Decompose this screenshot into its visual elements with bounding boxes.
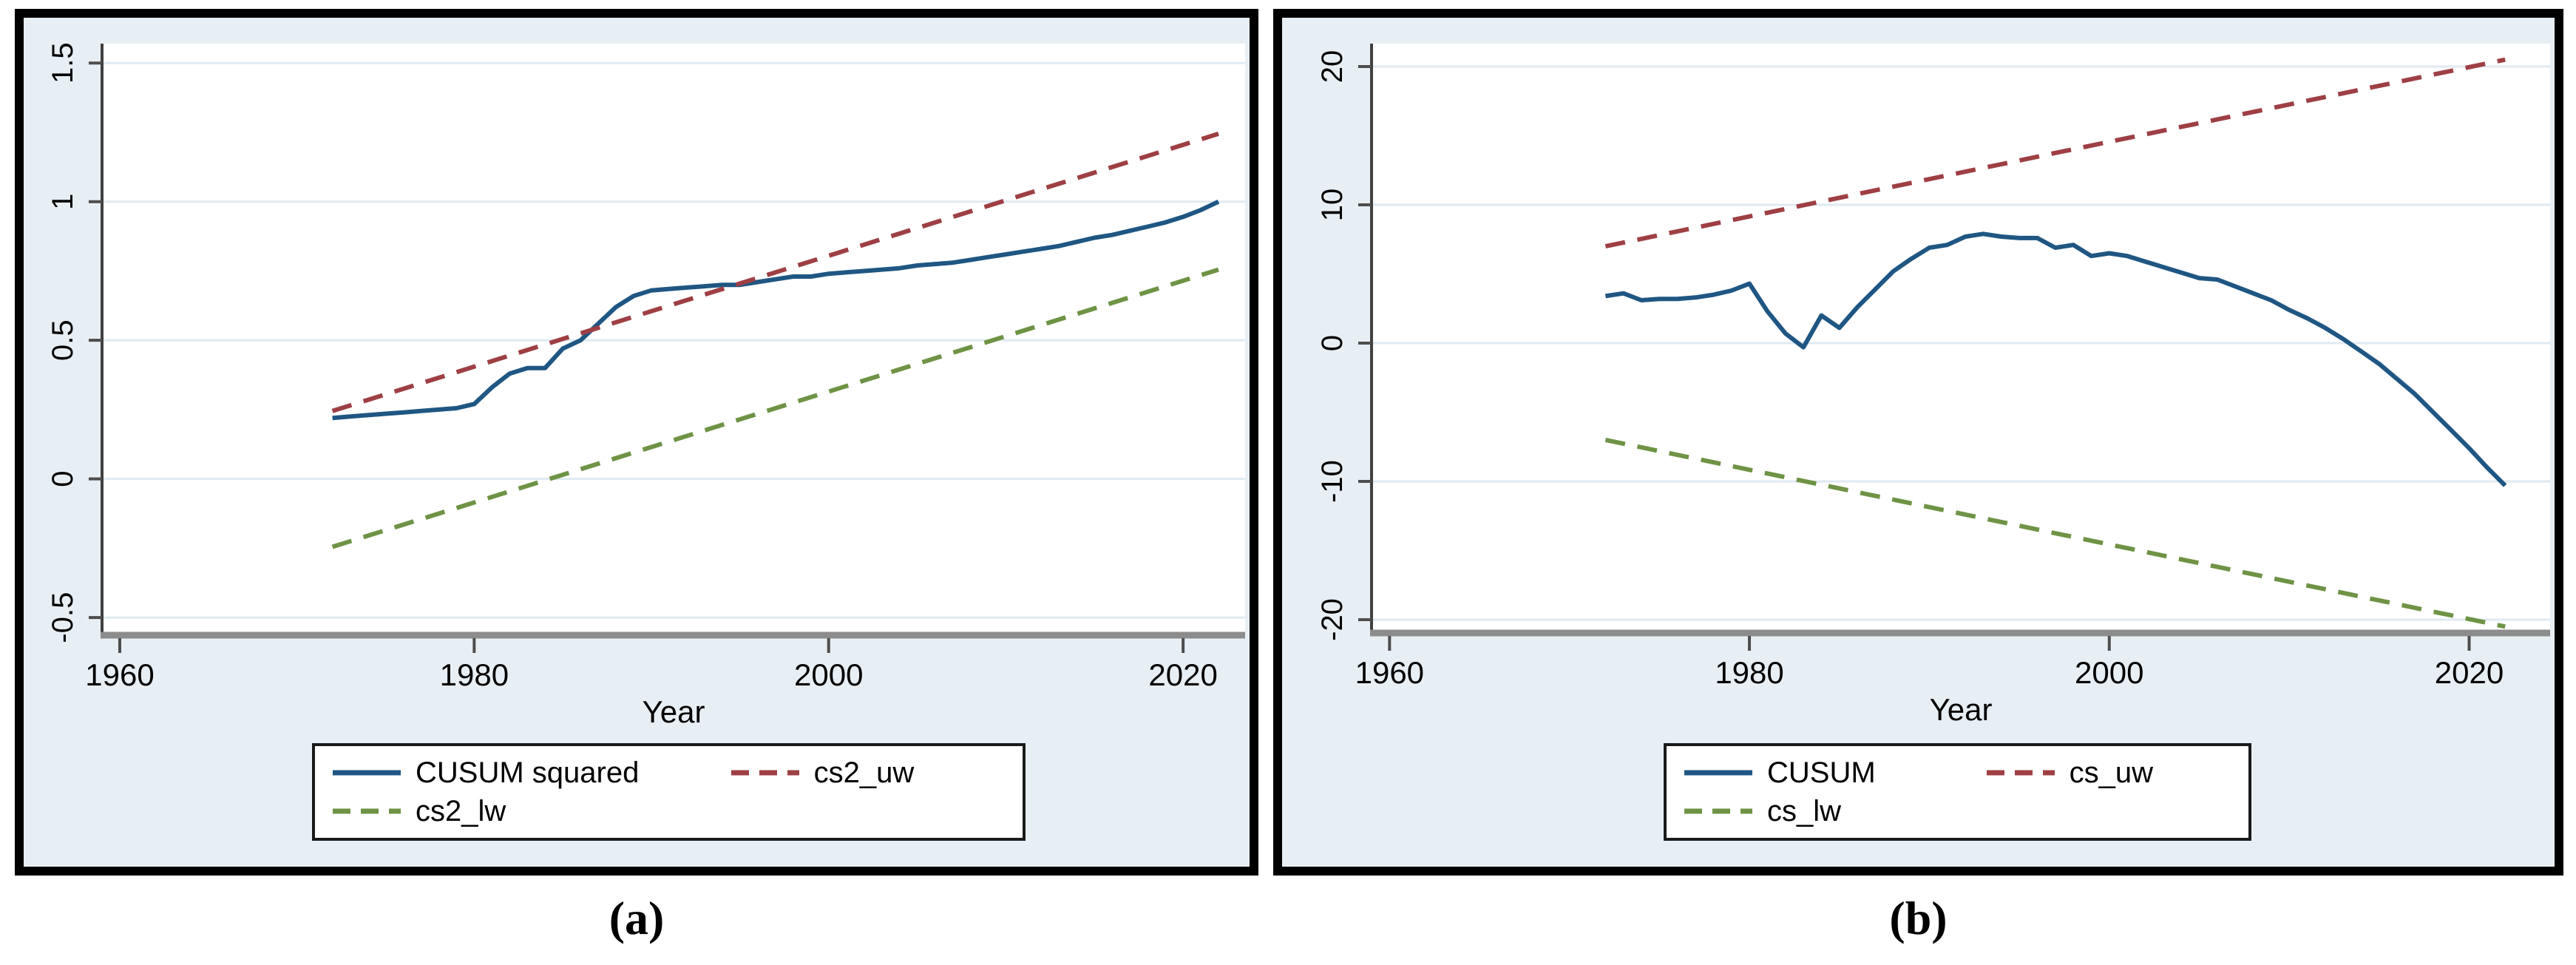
chart-a: -0.5 0 0.5 1 1.5 1960 1980 2000 2020 Year CUSUM sq… <box>24 18 1250 867</box>
series-line-cusum-squared <box>332 199 1220 421</box>
y-tick-label: 0 <box>1316 335 1349 351</box>
legend-key-cusum-squared <box>333 770 401 776</box>
legend-item: CUSUM <box>1683 756 1985 789</box>
panel-a: -0.5 0 0.5 1 1.5 1960 1980 2000 2020 Year CUSUM sq… <box>15 9 1258 876</box>
x-tick-label: 2020 <box>2435 655 2504 690</box>
x-axis-title: Year <box>1930 692 1993 727</box>
y-tick-label: 10 <box>1316 189 1349 221</box>
legend-label-cs-lw: cs_lw <box>1767 795 1842 827</box>
chart-a-canvas: -0.5 0 0.5 1 1.5 1960 1980 2000 2020 Year <box>47 42 1245 729</box>
legend-label-cs2-lw: cs2_lw <box>416 795 506 827</box>
panel-b: -20 -10 0 10 20 1960 1980 2000 2020 Year CUSUM cs_u… <box>1273 9 2563 876</box>
legend-a: CUSUM squared cs2_uw cs2_lw <box>312 743 1026 841</box>
series-line-cs2-lw <box>331 267 1219 549</box>
y-tick-label: -20 <box>1316 598 1349 641</box>
y-tick-label: 0.5 <box>47 319 79 361</box>
chart-b: -20 -10 0 10 20 1960 1980 2000 2020 Year CUSUM cs_u… <box>1282 18 2555 867</box>
legend-key-cs2-lw <box>333 808 401 814</box>
x-tick-label: 1960 <box>85 657 154 692</box>
legend-label-cs2-uw: cs2_uw <box>813 756 915 789</box>
y-tick-label: 1 <box>47 194 79 210</box>
y-tick-label: 20 <box>1316 50 1349 84</box>
legend-item: cs2_lw <box>331 795 730 827</box>
caption-a: (a) <box>609 892 665 944</box>
series-line-cs-uw <box>1604 57 2506 249</box>
legend-b: CUSUM cs_uw cs_lw <box>1664 743 2251 841</box>
legend-key-cusum <box>1684 770 1752 776</box>
caption-b: (b) <box>1889 892 1948 944</box>
plot-area <box>102 44 1245 632</box>
legend-item: CUSUM squared <box>331 756 730 789</box>
y-tick-label: 0 <box>47 471 79 487</box>
x-tick-label: 1980 <box>1715 655 1783 690</box>
y-tick-label: -0.5 <box>47 592 79 643</box>
legend-label-cusum: CUSUM <box>1767 756 1876 789</box>
series-line-cs-lw <box>1604 437 2506 629</box>
plot-area <box>1372 44 2550 630</box>
chart-b-canvas: -20 -10 0 10 20 1960 1980 2000 2020 Year <box>1316 44 2550 727</box>
legend-item: cs_lw <box>1683 795 1985 827</box>
x-tick-label: 2000 <box>2075 655 2143 690</box>
series-line-cs2-uw <box>331 132 1219 413</box>
series-line-cusum <box>1604 231 2507 487</box>
x-tick-label: 2020 <box>1148 657 1217 692</box>
legend-label-cusum-squared: CUSUM squared <box>416 756 640 789</box>
x-axis-title: Year <box>643 694 705 729</box>
legend-key-cs-uw <box>1986 770 2055 776</box>
x-tick-label: 1980 <box>440 657 509 692</box>
y-tick-label: 1.5 <box>47 42 79 84</box>
legend-label-cs-uw: cs_uw <box>2069 756 2154 789</box>
legend-key-cs2-uw <box>731 770 799 776</box>
legend-key-cs-lw <box>1684 808 1752 814</box>
x-tick-label: 1960 <box>1355 655 1424 690</box>
y-tick-label: -10 <box>1316 460 1349 503</box>
legend-item: cs_uw <box>1985 756 2232 789</box>
x-tick-label: 2000 <box>794 657 863 692</box>
legend-item: cs2_uw <box>730 756 1006 789</box>
